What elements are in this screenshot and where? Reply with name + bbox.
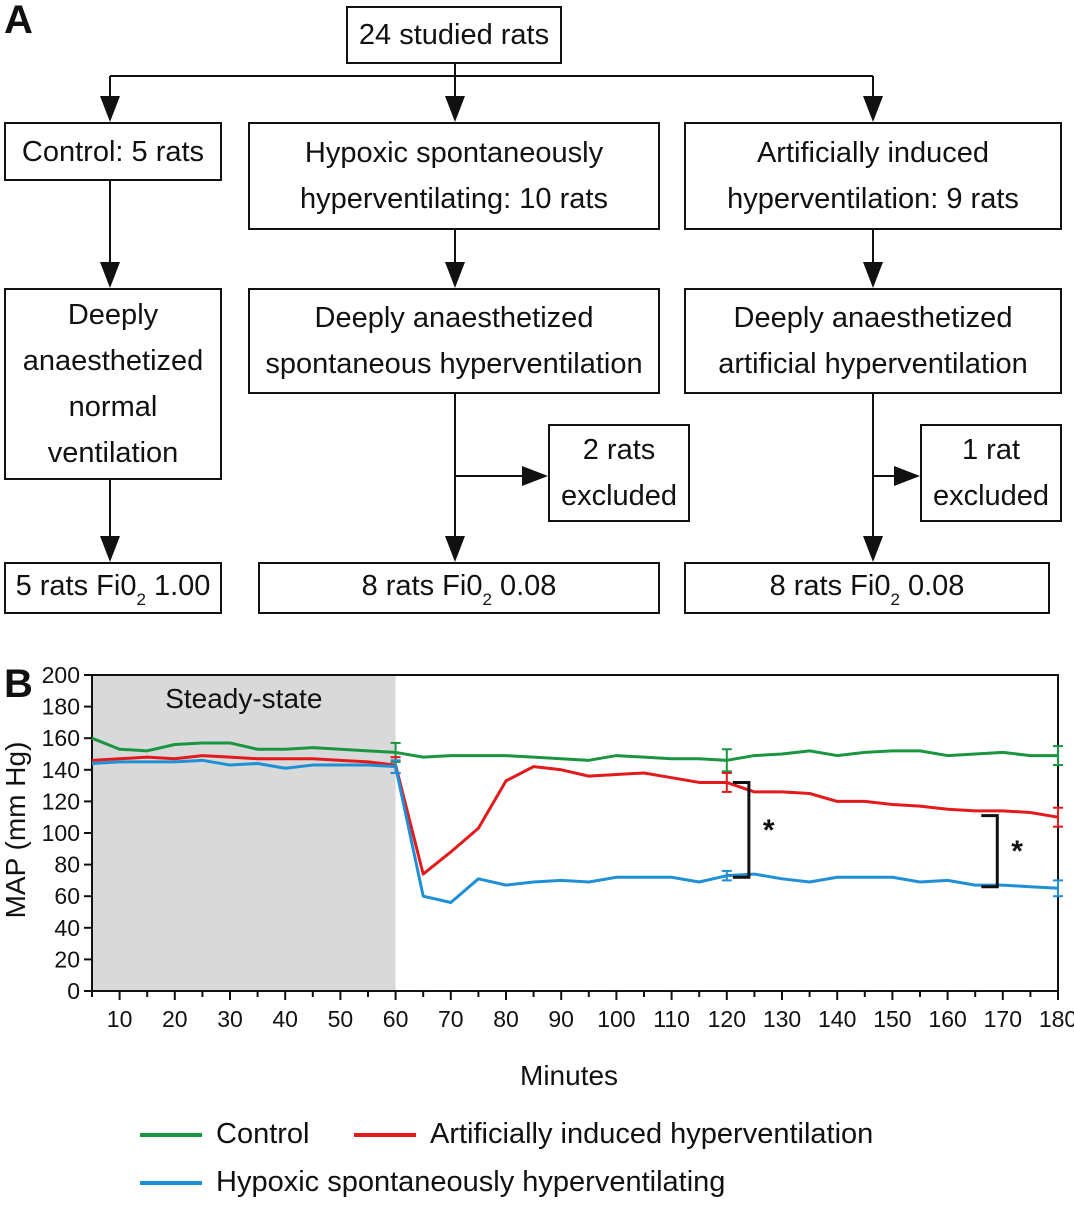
- y-tick-label: 200: [42, 662, 80, 688]
- artificial-result-subscript: 2: [890, 590, 900, 609]
- control-state-box: Deeply anaesthetized normal ventilation: [4, 288, 222, 480]
- x-axis-title: Minutes: [520, 1060, 619, 1091]
- legend-hypoxic-label: Hypoxic spontaneously hyperventilating: [216, 1166, 726, 1198]
- control-state-line-4: ventilation: [47, 437, 179, 469]
- artificial-group-line-2: hyperventilation: 9 rats: [727, 183, 1019, 215]
- series-line-2: [91, 758, 1059, 905]
- hypoxic-state-line-2: spontaneous hyperventilation: [265, 348, 643, 380]
- x-tick-label: 100: [597, 1006, 635, 1032]
- legend-artificial: Artificially induced hyperventilation: [354, 1118, 873, 1151]
- control-state-line-2: anaesthetized: [22, 345, 204, 377]
- artificial-group-line-1: Artificially induced: [756, 137, 990, 169]
- hypoxic-state-line-1: Deeply anaesthetized: [314, 302, 594, 334]
- artificial-group-box: Artificially induced hyperventilation: 9…: [684, 122, 1062, 230]
- significance-bracket: [981, 814, 999, 889]
- hypoxic-group-box: Hypoxic spontaneously hyperventilating: …: [248, 122, 660, 230]
- y-tick-label: 60: [54, 883, 80, 909]
- artificial-excluded-box: 1 rat excluded: [920, 424, 1062, 522]
- control-result-prefix: 5 rats Fi0: [15, 570, 137, 602]
- hypoxic-group-line-1: Hypoxic spontaneously: [304, 137, 604, 169]
- x-tick-label: 80: [493, 1006, 519, 1032]
- hypoxic-state-box: Deeply anaesthetized spontaneous hyperve…: [248, 288, 660, 394]
- x-tick-label: 60: [383, 1006, 409, 1032]
- control-result-box: 5 rats Fi02 1.00: [4, 562, 222, 614]
- x-tick-label: 20: [162, 1006, 188, 1032]
- artificial-result-box: 8 rats Fi02 0.08: [684, 562, 1050, 614]
- legend-control: Control: [140, 1118, 310, 1151]
- control-state-line-1: Deeply: [67, 299, 159, 331]
- significance-bracket: [732, 780, 751, 879]
- x-tick-label: 130: [763, 1006, 801, 1032]
- x-tick-label: 70: [438, 1006, 464, 1032]
- x-tick-label: 50: [328, 1006, 354, 1032]
- map-line-chart: Steady-state 0 20 40 60 80 100 120 140 160 180 200 1…: [42, 662, 1074, 1032]
- significance-mark: *: [1011, 835, 1023, 868]
- control-result-suffix: 1.00: [145, 570, 211, 602]
- x-tick-label: 150: [873, 1006, 911, 1032]
- x-tick-label: 160: [928, 1006, 966, 1032]
- steady-state-label: Steady-state: [165, 683, 322, 714]
- x-tick-label: 110: [653, 1006, 690, 1032]
- x-tick-label: 40: [272, 1006, 298, 1032]
- y-axis-title: MAP (mm Hg): [0, 741, 31, 919]
- x-tick-label: 30: [217, 1006, 243, 1032]
- series-line-0: [91, 736, 1058, 762]
- y-tick-label: 80: [54, 852, 80, 878]
- artificial-excluded-line-2: excluded: [932, 480, 1050, 512]
- hypoxic-result-box: 8 rats Fi02 0.08: [258, 562, 660, 614]
- legend-control-swatch: [140, 1132, 202, 1137]
- significance-mark: *: [763, 814, 775, 847]
- panel-a-label: A: [4, 0, 33, 42]
- series-line-1: [91, 754, 1059, 876]
- x-tick-label: 10: [107, 1006, 133, 1032]
- y-tick-label: 20: [54, 946, 80, 972]
- legend-hypoxic: Hypoxic spontaneously hyperventilating: [140, 1166, 725, 1199]
- artificial-result-prefix: 8 rats Fi0: [769, 570, 891, 602]
- root-box: 24 studied rats: [346, 6, 562, 64]
- artificial-excluded-line-1: 1 rat: [961, 434, 1021, 466]
- legend-hypoxic-swatch: [140, 1180, 202, 1185]
- artificial-state-box: Deeply anaesthetized artificial hyperven…: [684, 288, 1062, 394]
- y-tick-label: 40: [54, 915, 80, 941]
- y-tick-label: 100: [42, 820, 80, 846]
- artificial-state-line-2: artificial hyperventilation: [718, 348, 1028, 380]
- control-group-box: Control: 5 rats: [4, 122, 222, 181]
- y-tick-label: 120: [42, 788, 80, 814]
- steady-state-region: [92, 675, 396, 991]
- x-tick-label: 120: [708, 1006, 746, 1032]
- control-result-subscript: 2: [136, 590, 146, 609]
- artificial-result-suffix: 0.08: [899, 570, 965, 602]
- control-group-label: Control: 5 rats: [21, 135, 205, 168]
- root-label: 24 studied rats: [358, 19, 550, 51]
- x-tick-label: 90: [548, 1006, 574, 1032]
- flowchart-connectors: [100, 64, 920, 562]
- y-tick-label: 160: [42, 725, 80, 751]
- legend-artificial-swatch: [354, 1132, 416, 1137]
- legend-control-label: Control: [216, 1118, 310, 1150]
- x-tick-label: 180: [1039, 1006, 1074, 1032]
- x-tick-label: 170: [984, 1006, 1022, 1032]
- hypoxic-result-subscript: 2: [482, 590, 492, 609]
- hypoxic-result-suffix: 0.08: [491, 570, 557, 602]
- y-tick-label: 140: [42, 757, 80, 783]
- hypoxic-result-prefix: 8 rats Fi0: [361, 570, 483, 602]
- y-tick-label: 180: [42, 694, 80, 720]
- hypoxic-excluded-line-2: excluded: [560, 480, 678, 512]
- y-tick-label: 0: [67, 978, 80, 1004]
- hypoxic-excluded-box: 2 rats excluded: [548, 424, 690, 522]
- hypoxic-excluded-line-1: 2 rats: [582, 434, 656, 466]
- artificial-state-line-1: Deeply anaesthetized: [733, 302, 1013, 334]
- control-state-line-3: normal: [68, 391, 158, 423]
- panel-b-label: B: [4, 662, 33, 706]
- hypoxic-group-line-2: hyperventilating: 10 rats: [300, 183, 608, 215]
- x-tick-label: 140: [818, 1006, 856, 1032]
- legend-artificial-label: Artificially induced hyperventilation: [430, 1118, 874, 1150]
